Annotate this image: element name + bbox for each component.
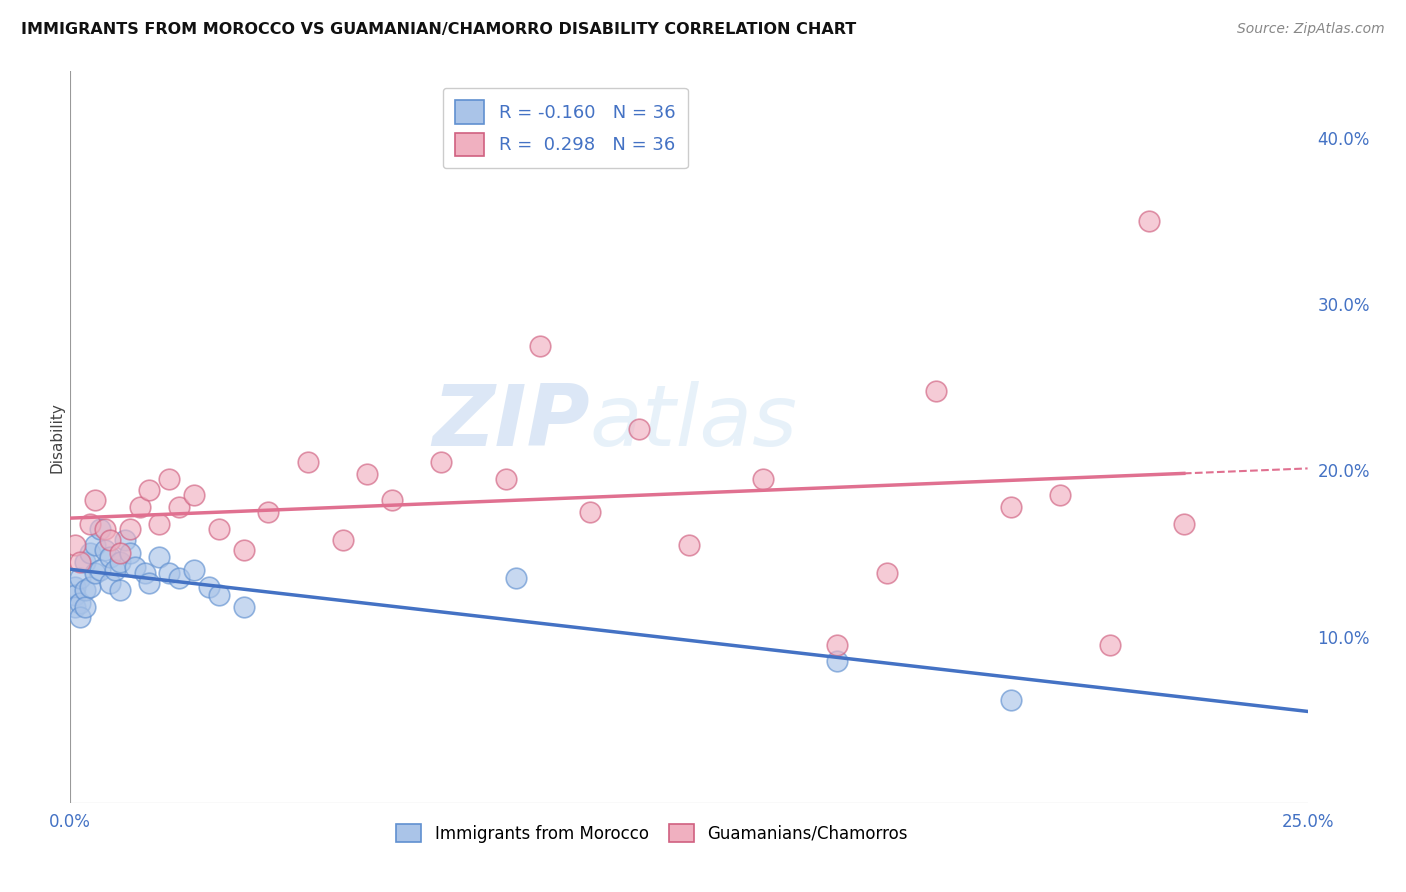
Point — [94, 543, 117, 558]
Point — [1137, 214, 1160, 228]
Point — [148, 549, 170, 564]
Point — [75, 582, 97, 597]
Point — [925, 384, 948, 398]
Point — [183, 488, 205, 502]
Point — [79, 580, 101, 594]
Point — [198, 580, 221, 594]
Point — [89, 521, 111, 535]
Point — [89, 563, 111, 577]
Point — [134, 566, 156, 581]
Point — [628, 422, 651, 436]
Point — [505, 571, 527, 585]
Point — [94, 521, 117, 535]
Point — [114, 533, 136, 548]
Point — [98, 549, 121, 564]
Point — [65, 599, 87, 614]
Point — [157, 472, 180, 486]
Point — [108, 582, 131, 597]
Point — [1049, 488, 1071, 502]
Point — [69, 571, 91, 585]
Point — [98, 576, 121, 591]
Point — [381, 493, 404, 508]
Point — [1000, 692, 1022, 706]
Text: IMMIGRANTS FROM MOROCCO VS GUAMANIAN/CHAMORRO DISABILITY CORRELATION CHART: IMMIGRANTS FROM MOROCCO VS GUAMANIAN/CHA… — [21, 22, 856, 37]
Point — [128, 500, 150, 514]
Point — [1098, 638, 1121, 652]
Point — [79, 516, 101, 531]
Text: Source: ZipAtlas.com: Source: ZipAtlas.com — [1237, 22, 1385, 37]
Point — [157, 566, 180, 581]
Point — [84, 566, 107, 581]
Y-axis label: Disability: Disability — [49, 401, 65, 473]
Point — [1000, 500, 1022, 514]
Point — [65, 538, 87, 552]
Point — [332, 533, 354, 548]
Point — [84, 538, 107, 552]
Point — [104, 563, 127, 577]
Point — [208, 588, 231, 602]
Point — [69, 555, 91, 569]
Point — [79, 546, 101, 560]
Point — [69, 609, 91, 624]
Point — [678, 538, 700, 552]
Point — [98, 533, 121, 548]
Point — [232, 543, 254, 558]
Point — [827, 638, 849, 652]
Text: ZIP: ZIP — [432, 381, 591, 464]
Point — [356, 467, 378, 481]
Point — [876, 566, 898, 581]
Point — [167, 500, 190, 514]
Point — [529, 338, 551, 352]
Point — [118, 546, 141, 560]
Text: atlas: atlas — [591, 381, 799, 464]
Point — [65, 580, 87, 594]
Legend: Immigrants from Morocco, Guamanians/Chamorros: Immigrants from Morocco, Guamanians/Cham… — [389, 817, 914, 849]
Point — [827, 655, 849, 669]
Point — [297, 455, 319, 469]
Point — [208, 521, 231, 535]
Point — [124, 559, 146, 574]
Point — [579, 505, 602, 519]
Point — [138, 483, 160, 498]
Point — [84, 493, 107, 508]
Point — [108, 546, 131, 560]
Point — [148, 516, 170, 531]
Point — [167, 571, 190, 585]
Point — [183, 563, 205, 577]
Point — [495, 472, 517, 486]
Point — [108, 555, 131, 569]
Point — [752, 472, 775, 486]
Point — [75, 599, 97, 614]
Point — [75, 555, 97, 569]
Point — [1173, 516, 1195, 531]
Point — [257, 505, 280, 519]
Point — [65, 588, 87, 602]
Point — [232, 599, 254, 614]
Point — [118, 521, 141, 535]
Point — [69, 596, 91, 610]
Point — [430, 455, 453, 469]
Point — [138, 576, 160, 591]
